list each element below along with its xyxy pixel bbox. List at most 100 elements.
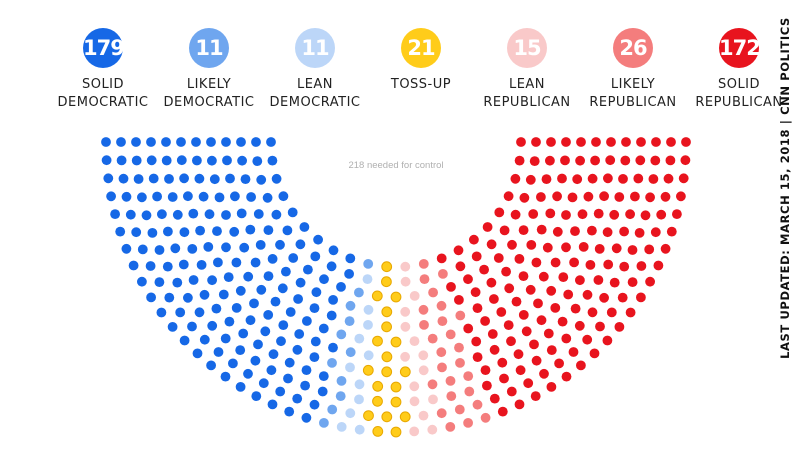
seat-dot-solid-dem	[179, 173, 190, 184]
seat-dot-solid-dem	[267, 254, 278, 264]
seat-dot-solid-rep	[541, 174, 552, 185]
seat-dot-solid-dem	[176, 137, 186, 147]
label-solid-democratic: SOLID DEMOCRATIC	[48, 76, 158, 112]
seat-dot-likely-rep	[419, 320, 429, 330]
seat-dot-solid-rep	[680, 155, 691, 166]
seat-dot-solid-rep	[499, 225, 510, 236]
seat-dot-solid-rep	[486, 239, 497, 250]
seat-dot-solid-dem	[170, 243, 181, 254]
seat-dot-solid-dem	[295, 239, 306, 250]
seat-dot-solid-dem	[225, 173, 235, 184]
seat-dot-solid-rep	[648, 174, 659, 184]
seat-dot-solid-rep	[525, 174, 536, 185]
seat-dot-solid-rep	[630, 191, 640, 202]
seat-dot-lean-rep	[400, 321, 411, 332]
legend-item-toss-up: 21 TOSS-UP	[366, 28, 476, 94]
seat-dot-solid-rep	[627, 277, 638, 287]
seat-dot-solid-dem	[313, 234, 323, 245]
seat-dot-solid-rep	[506, 386, 517, 397]
seat-dot-toss-up	[381, 321, 393, 333]
seat-dot-lean-rep	[418, 410, 429, 421]
seat-dot-solid-rep	[576, 360, 586, 371]
seat-dot-solid-rep	[503, 320, 514, 330]
seat-dot-lean-dem	[363, 304, 374, 315]
seat-dot-solid-dem	[260, 326, 271, 337]
seat-dot-solid-dem	[161, 137, 171, 147]
seat-dot-solid-dem	[222, 155, 232, 166]
label-line: LIKELY	[610, 77, 656, 92]
seat-dot-likely-rep	[480, 412, 491, 423]
seat-dot-solid-dem	[300, 380, 310, 391]
seat-dot-solid-rep	[543, 328, 554, 339]
seat-dot-solid-rep	[594, 244, 605, 254]
seat-dot-solid-rep	[653, 260, 664, 271]
seat-dot-solid-dem	[121, 243, 132, 254]
seat-dot-likely-dem	[336, 329, 347, 340]
seat-dot-solid-rep	[609, 277, 620, 288]
seat-dot-solid-rep	[557, 316, 568, 327]
seat-dot-solid-dem	[309, 399, 320, 410]
label-line: LEAN	[508, 77, 546, 92]
seat-dot-solid-rep	[569, 257, 579, 268]
seat-dot-solid-rep	[561, 210, 571, 220]
seat-dot-solid-dem	[266, 365, 277, 376]
label-line: LIKELY	[186, 77, 232, 92]
seat-dot-solid-dem	[188, 208, 199, 219]
legend-item-lean-republican: 15 LEAN REPUBLICAN	[472, 28, 582, 112]
seat-dot-solid-dem	[282, 225, 293, 236]
seat-dot-solid-rep	[620, 155, 631, 166]
seat-dot-solid-dem	[194, 173, 205, 184]
badge-solid-democratic: 179	[83, 28, 125, 68]
seat-dot-solid-dem	[288, 253, 299, 263]
seat-dot-solid-dem	[326, 310, 337, 321]
seat-dot-solid-rep	[676, 191, 686, 202]
seat-dot-solid-rep	[472, 303, 483, 313]
seat-dot-solid-dem	[246, 192, 256, 202]
seat-dot-solid-dem	[148, 173, 159, 184]
seat-dot-solid-dem	[251, 137, 261, 147]
seat-dot-solid-dem	[292, 393, 303, 404]
badge-likely-democratic: 11	[189, 28, 229, 68]
seat-dot-solid-rep	[666, 226, 677, 237]
seat-dot-solid-dem	[310, 336, 321, 347]
seat-dot-lean-rep	[427, 424, 438, 435]
seat-dot-solid-dem	[278, 320, 289, 330]
seat-dot-solid-rep	[575, 275, 585, 286]
seat-dot-solid-rep	[611, 243, 622, 254]
seat-dot-solid-rep	[489, 294, 499, 304]
label-line: DEMOCRATIC	[163, 95, 255, 110]
seat-dot-solid-dem	[292, 344, 303, 355]
seat-dot-solid-dem	[195, 225, 206, 236]
seat-dot-solid-rep	[561, 242, 571, 253]
seat-dot-solid-dem	[237, 155, 248, 166]
seat-dot-likely-dem	[344, 316, 355, 326]
seat-dot-solid-rep	[550, 257, 561, 268]
label-toss-up: TOSS-UP	[366, 76, 476, 94]
seat-dot-solid-dem	[146, 292, 157, 303]
seat-dot-solid-dem	[230, 191, 240, 202]
seat-dot-solid-dem	[207, 275, 218, 286]
seat-dot-likely-rep	[436, 300, 447, 311]
seat-dot-solid-rep	[497, 406, 508, 417]
seat-dot-solid-rep	[523, 378, 534, 389]
label-line: LEAN	[296, 77, 334, 92]
seat-dot-solid-dem	[303, 264, 313, 275]
seat-dot-solid-dem	[301, 412, 312, 423]
seat-dot-lean-rep	[409, 381, 420, 392]
seat-dot-solid-dem	[235, 285, 246, 296]
seat-dot-solid-dem	[318, 323, 329, 334]
seat-dot-solid-rep	[482, 380, 492, 391]
seat-dot-solid-dem	[206, 360, 217, 371]
seat-dot-solid-rep	[582, 289, 593, 300]
seat-dot-solid-dem	[263, 310, 274, 320]
seat-dot-solid-rep	[482, 222, 493, 232]
house-seat-chart: 218 needed for control	[101, 137, 691, 438]
seat-dot-solid-dem	[285, 307, 296, 317]
label-line: SOLID	[81, 77, 125, 92]
seat-dot-solid-rep	[606, 307, 617, 318]
seat-dot-solid-rep	[471, 336, 482, 347]
seat-dot-likely-rep	[463, 418, 473, 428]
seat-dot-solid-dem	[101, 155, 112, 166]
seat-dot-solid-dem	[213, 347, 224, 357]
seat-dot-solid-dem	[220, 371, 231, 382]
